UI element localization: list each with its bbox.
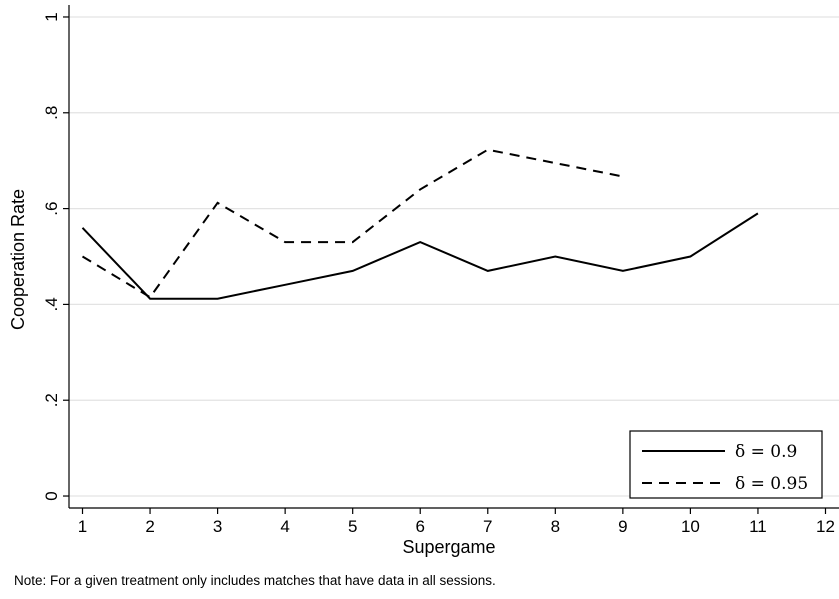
- x-tick-label-6: 7: [483, 517, 492, 536]
- y-tick-label-5: 1: [42, 12, 61, 21]
- x-tick-label-5: 6: [415, 517, 424, 536]
- x-axis-label: Supergame: [402, 537, 495, 557]
- axes: [68, 5, 839, 509]
- y-axis-ticks: 0 .2 .4 .6 .8 1: [42, 12, 69, 501]
- legend-label-series-1: δ = 0.9: [735, 442, 797, 462]
- x-tick-label-2: 3: [213, 517, 222, 536]
- y-axis-label: Cooperation Rate: [8, 189, 28, 330]
- y-tick-label-2: .4: [42, 297, 61, 311]
- legend-label-series-2: δ = 0.95: [735, 474, 808, 494]
- x-tick-label-1: 2: [145, 517, 154, 536]
- legend: δ = 0.9 δ = 0.95: [629, 430, 823, 499]
- x-tick-label-9: 10: [681, 517, 700, 536]
- x-axis-ticks: 1 2 3 4 5 6 7 8 9 10 11 12: [78, 508, 835, 536]
- y-tick-label-0: 0: [42, 491, 61, 500]
- x-tick-label-7: 8: [551, 517, 560, 536]
- series-lines: [81, 148, 759, 300]
- legend-box: [629, 430, 823, 499]
- y-tick-label-1: .2: [42, 393, 61, 407]
- x-tick-label-11: 12: [816, 517, 835, 536]
- x-tick-label-4: 5: [348, 517, 357, 536]
- y-tick-label-4: .8: [42, 106, 61, 120]
- series-line-2: [81, 148, 624, 299]
- series-line-1: [81, 212, 759, 300]
- x-tick-label-3: 4: [280, 517, 289, 536]
- x-tick-label-0: 1: [78, 517, 87, 536]
- x-tick-label-8: 9: [618, 517, 627, 536]
- y-tick-label-3: .6: [42, 202, 61, 216]
- x-tick-label-10: 11: [749, 517, 767, 536]
- chart-note: Note: For a given treatment only include…: [14, 573, 496, 588]
